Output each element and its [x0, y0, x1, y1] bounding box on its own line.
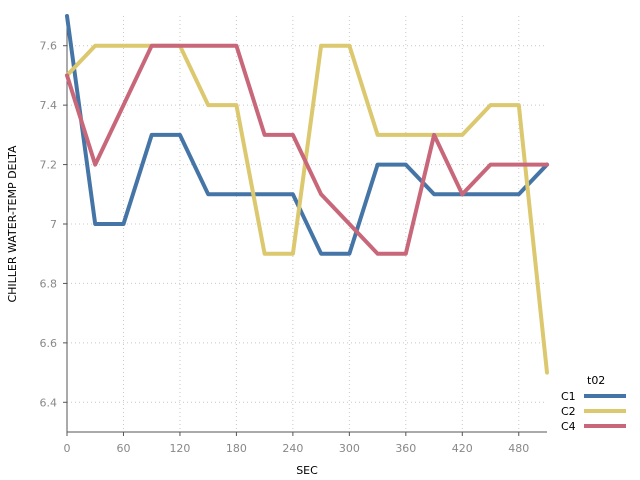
y-axis-title: CHILLER WATER-TEMP DELTA — [6, 145, 19, 303]
x-tick-label: 360 — [395, 442, 416, 455]
x-tick-label: 240 — [282, 442, 303, 455]
series-line-c4 — [65, 43, 549, 256]
x-tick-label: 480 — [508, 442, 529, 455]
x-tick-label: 420 — [452, 442, 473, 455]
y-tick-label: 7.2 — [40, 159, 58, 172]
x-tick-label: 120 — [169, 442, 190, 455]
x-tick-label: 300 — [339, 442, 360, 455]
y-tick-labels: 6.4 6.6 6.8 7 7.2 7.4 7.6 — [40, 40, 67, 409]
series-line-c1 — [65, 14, 549, 256]
y-tick-label: 6.4 — [40, 396, 58, 409]
y-tick-label: 7.4 — [40, 99, 58, 112]
y-tick-label: 6.6 — [40, 337, 58, 350]
legend-label-c1: C1 — [561, 390, 576, 403]
y-tick-label: 6.8 — [40, 277, 58, 290]
legend-label-c2: C2 — [561, 405, 576, 418]
x-tick-label: 60 — [116, 442, 130, 455]
legend: t02 C1 C2 C4 — [561, 374, 626, 433]
x-tick-label: 0 — [64, 442, 71, 455]
x-tick-labels: 0 60 120 180 240 300 360 420 480 — [64, 432, 529, 455]
y-tick-label: 7.6 — [40, 40, 58, 53]
legend-label-c4: C4 — [561, 420, 576, 433]
legend-title: t02 — [587, 374, 605, 387]
x-axis-title: SEC — [296, 464, 318, 477]
y-tick-label: 7 — [50, 218, 57, 231]
x-tick-label: 180 — [226, 442, 247, 455]
series-line-c2 — [65, 43, 549, 375]
series-lines — [65, 14, 549, 375]
